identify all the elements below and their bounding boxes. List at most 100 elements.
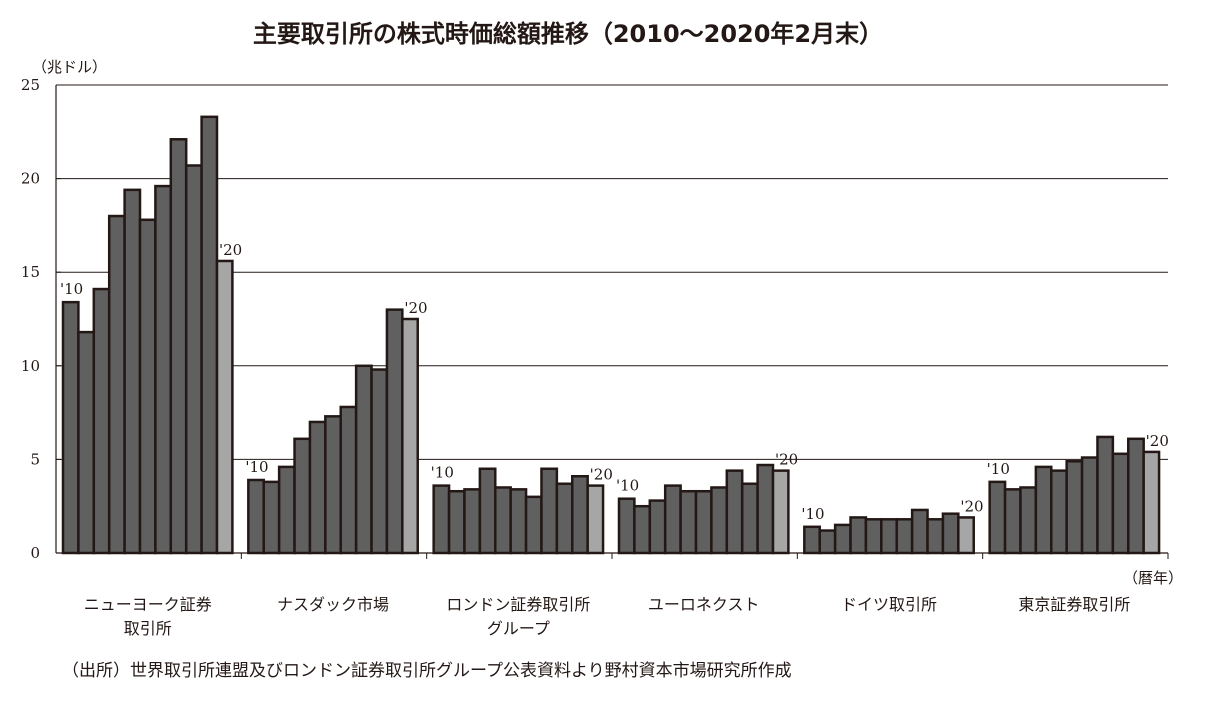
bar-group4-year6 [895,518,914,555]
bar-group1-year10 [401,317,419,555]
bar-group1-year7 [354,364,373,555]
bar-group0-year2 [92,287,111,555]
bar-group0-year4 [123,188,142,555]
bar-group1-year4 [308,420,327,555]
bar-group2-year6 [524,495,543,555]
bar-group1-year1 [262,480,281,555]
start-year-label-group3: '10 [616,477,639,495]
bar-group0-year6 [154,184,173,555]
bar-group3-year6 [710,486,729,555]
end-year-label-group0: '20 [219,241,242,259]
end-year-label-group4: '20 [960,497,983,515]
bar-group2-year8 [555,482,574,555]
bar-group4-year3 [849,516,868,555]
bar-group5-year7 [1096,435,1115,555]
bar-group4-year10 [957,516,975,555]
bar-group3-year8 [740,482,759,555]
bar-group0-year10 [215,259,234,555]
end-year-label-group5: '20 [1146,432,1169,450]
bar-group0-year1 [77,330,96,555]
bar-group1-year9 [385,308,404,555]
category-label-group2-line1: グループ [487,619,550,638]
y-tick-label-20: 20 [21,170,40,188]
bar-group2-year7 [540,467,559,555]
bar-group2-year2 [463,488,482,555]
category-label-group0-line0: ニューヨーク証券 [84,595,212,614]
bar-group5-year1 [1003,488,1022,555]
bar-group1-year3 [293,437,312,555]
bar-group5-year0 [988,480,1007,555]
bar-group0-year8 [184,164,203,555]
category-label-group2-line0: ロンドン証券取引所 [446,595,590,614]
category-label-group1-line0: ナスダック市場 [277,595,389,614]
bar-group5-year8 [1111,452,1130,555]
end-year-label-group3: '20 [775,451,798,469]
end-year-label-group2: '20 [590,466,613,484]
y-tick-label-5: 5 [30,450,40,468]
bar-group3-year7 [725,469,744,555]
bar-group3-year4 [679,489,698,555]
bar-group4-year9 [941,512,960,555]
bar-group3-year10 [771,469,790,555]
bar-group1-year0 [247,478,265,555]
bar-group2-year0 [432,484,451,555]
bar-group0-year5 [138,218,157,555]
bar-group4-year8 [926,518,945,555]
bar-group2-year10 [586,484,605,555]
bar-group5-year5 [1065,460,1084,555]
start-year-label-group5: '10 [987,460,1010,478]
y-tick-label-0: 0 [30,544,40,562]
y-tick-label-15: 15 [21,263,40,281]
bar-group0-year0 [61,300,80,555]
bar-group5-year3 [1034,465,1053,555]
chart-title: 主要取引所の株式時価総額推移（2010〜2020年2月末） [253,20,883,48]
bar-group0-year9 [200,115,219,555]
bar-group5-year4 [1050,469,1068,555]
bar-group2-year9 [571,474,589,555]
bar-group4-year1 [818,529,837,555]
start-year-label-group4: '10 [801,505,824,523]
end-year-label-group1: '20 [404,299,427,317]
bar-group3-year1 [633,504,652,555]
category-label-group0-line1: 取引所 [124,619,172,638]
bar-group2-year5 [509,488,528,555]
bar-group3-year0 [617,497,636,555]
bar-group5-year6 [1080,456,1099,555]
bar-group1-year6 [339,405,358,555]
bar-group0-year7 [169,138,188,555]
bar-group3-year5 [694,489,713,555]
bar-group3-year9 [756,463,775,555]
y-tick-label-10: 10 [21,357,40,375]
bar-group4-year2 [833,523,852,555]
bar-group4-year4 [864,518,883,555]
bar-group4-year5 [880,518,898,555]
bar-group4-year0 [803,525,821,555]
bar-group5-year2 [1019,486,1038,555]
x-axis-label: （暦年） [1123,569,1183,587]
grid-layer: 0 5 10 15 20 25 [21,76,1169,562]
bar-group5-year10 [1142,450,1161,555]
category-label-group4-line0: ドイツ取引所 [841,595,937,614]
bar-group5-year9 [1127,437,1145,555]
start-year-label-group2: '10 [431,464,454,482]
y-tick-label-25: 25 [21,76,40,94]
bar-group3-year2 [648,499,667,555]
source-note: （出所）世界取引所連盟及びロンドン証券取引所グループ公表資料より野村資本市場研究… [62,661,792,681]
bar-group2-year3 [478,467,497,555]
bar-group1-year5 [324,415,342,555]
bar-group2-year4 [494,486,512,555]
bar-group1-year8 [370,368,389,555]
bar-group1-year2 [277,465,296,555]
bar-group2-year1 [447,489,466,555]
y-axis-label: （兆ドル） [32,58,107,76]
annotation-layer: '10'20'10'20'10'20'10'20'10'20'10'20 [60,241,1169,523]
bar-group4-year7 [910,508,929,555]
bar-group0-year3 [107,214,126,555]
start-year-label-group0: '10 [60,280,83,298]
category-label-group5-line0: 東京証券取引所 [1018,595,1130,614]
bars-layer [61,115,1161,555]
start-year-label-group1: '10 [245,458,268,476]
